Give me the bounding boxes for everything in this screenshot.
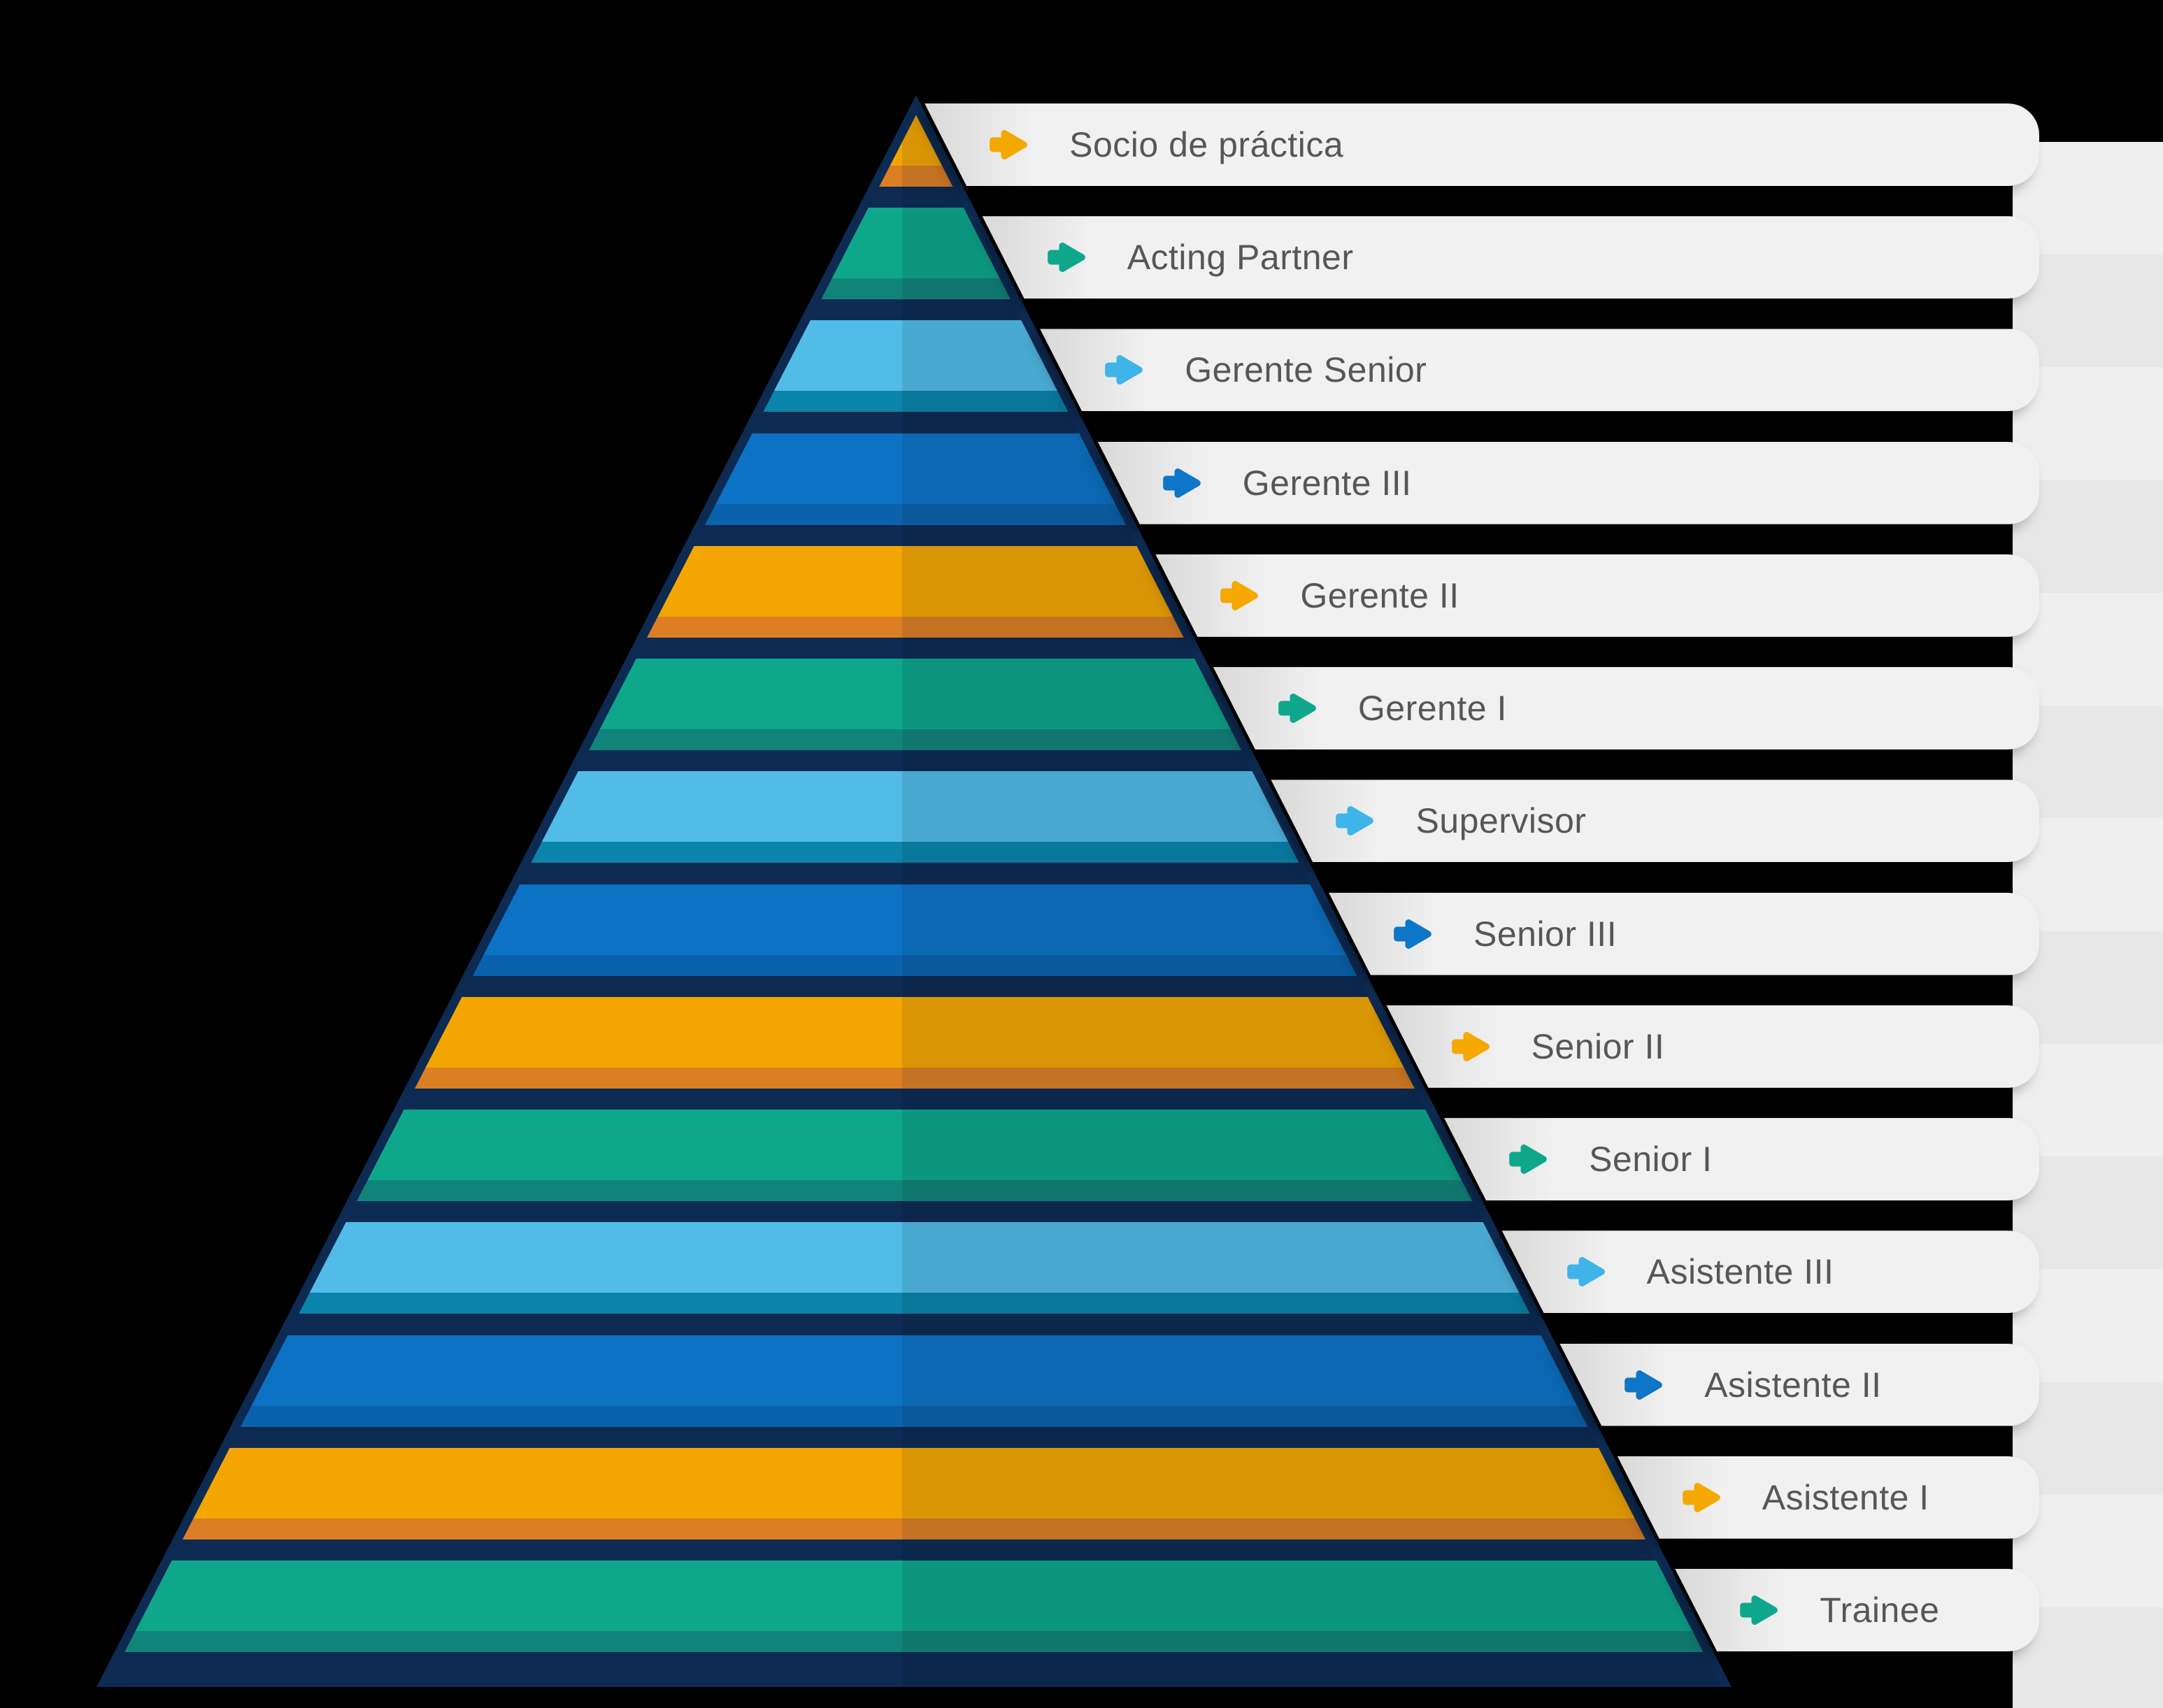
level-label: Trainee	[1820, 1590, 1940, 1630]
arrow-icon	[1332, 801, 1377, 840]
pyramid-band-lip	[97, 1630, 1732, 1652]
arrow-icon	[1621, 1365, 1666, 1405]
level-bar-shadow: Senior II	[1386, 1005, 2039, 1088]
pyramid-band	[97, 1335, 1732, 1406]
level-bar-shadow: Asistente III	[1501, 1230, 2039, 1314]
level-label: Senior III	[1473, 914, 1618, 954]
level-bar: Senior III	[1328, 892, 2039, 975]
arrow-icon	[1448, 1027, 1493, 1066]
level-label: Asistente II	[1704, 1365, 1882, 1405]
arrow-icon	[1736, 1591, 1781, 1630]
level-bar: Supervisor	[1271, 780, 2039, 863]
arrow-icon	[1564, 1252, 1608, 1291]
level-bar-shadow: Asistente I	[1617, 1456, 2039, 1539]
level-label: Gerente III	[1242, 463, 1412, 503]
level-bar: Gerente III	[1097, 441, 2039, 524]
pyramid-band-lip	[97, 1180, 1732, 1202]
pyramid-band	[97, 1222, 1732, 1293]
arrow-icon	[1159, 464, 1204, 503]
level-label: Acting Partner	[1127, 238, 1354, 278]
level-label: Asistente III	[1646, 1252, 1834, 1292]
pyramid-band-lip	[97, 1293, 1732, 1314]
level-label: Gerente Senior	[1185, 350, 1427, 390]
level-bar: Asistente I	[1617, 1456, 2039, 1539]
level-bar: Senior II	[1386, 1005, 2039, 1088]
arrow-icon	[1044, 238, 1089, 277]
level-label: Gerente I	[1357, 689, 1507, 729]
level-bar: Trainee	[1675, 1568, 2039, 1651]
level-bar-shadow: Acting Partner	[982, 216, 2039, 299]
pyramid-band-lip	[97, 1405, 1732, 1427]
level-bar-shadow: Senior III	[1328, 892, 2039, 975]
level-bar: Gerente Senior	[1040, 329, 2039, 412]
level-label: Senior I	[1589, 1140, 1713, 1179]
level-bar-shadow: Supervisor	[1271, 780, 2039, 863]
level-label: Asistente I	[1762, 1477, 1929, 1517]
arrow-icon	[1679, 1478, 1724, 1517]
level-bar: Asistente II	[1559, 1343, 2039, 1426]
level-bar-shadow: Gerente II	[1155, 554, 2039, 637]
level-bar: Asistente III	[1501, 1230, 2039, 1314]
pyramid-band	[97, 1560, 1732, 1631]
level-bar: Acting Partner	[982, 216, 2039, 299]
level-bar-shadow: Gerente Senior	[1040, 329, 2039, 412]
level-label: Socio de práctica	[1069, 125, 1344, 164]
arrow-icon	[986, 125, 1031, 164]
level-bar: Socio de práctica	[925, 103, 2039, 186]
level-bar: Gerente I	[1213, 667, 2039, 750]
level-bar-shadow: Trainee	[1675, 1568, 2039, 1651]
level-label: Senior II	[1531, 1026, 1665, 1066]
level-bar-shadow: Gerente I	[1213, 667, 2039, 750]
level-bar-shadow: Asistente II	[1559, 1343, 2039, 1426]
level-bar-shadow: Gerente III	[1097, 441, 2039, 524]
arrow-icon	[1506, 1140, 1550, 1179]
level-label: Supervisor	[1415, 801, 1587, 841]
pyramid-band-lip	[97, 1518, 1732, 1540]
level-label: Gerente II	[1300, 575, 1459, 615]
arrow-icon	[1275, 689, 1320, 728]
arrow-icon	[1390, 914, 1435, 954]
level-bar: Gerente II	[1155, 554, 2039, 637]
arrow-icon	[1101, 350, 1146, 389]
level-bar: Senior I	[1444, 1118, 2039, 1201]
pyramid-band	[97, 1447, 1732, 1519]
arrow-icon	[1217, 576, 1262, 615]
level-bar-shadow: Senior I	[1444, 1118, 2039, 1201]
level-bar-shadow: Socio de práctica	[925, 103, 2039, 186]
